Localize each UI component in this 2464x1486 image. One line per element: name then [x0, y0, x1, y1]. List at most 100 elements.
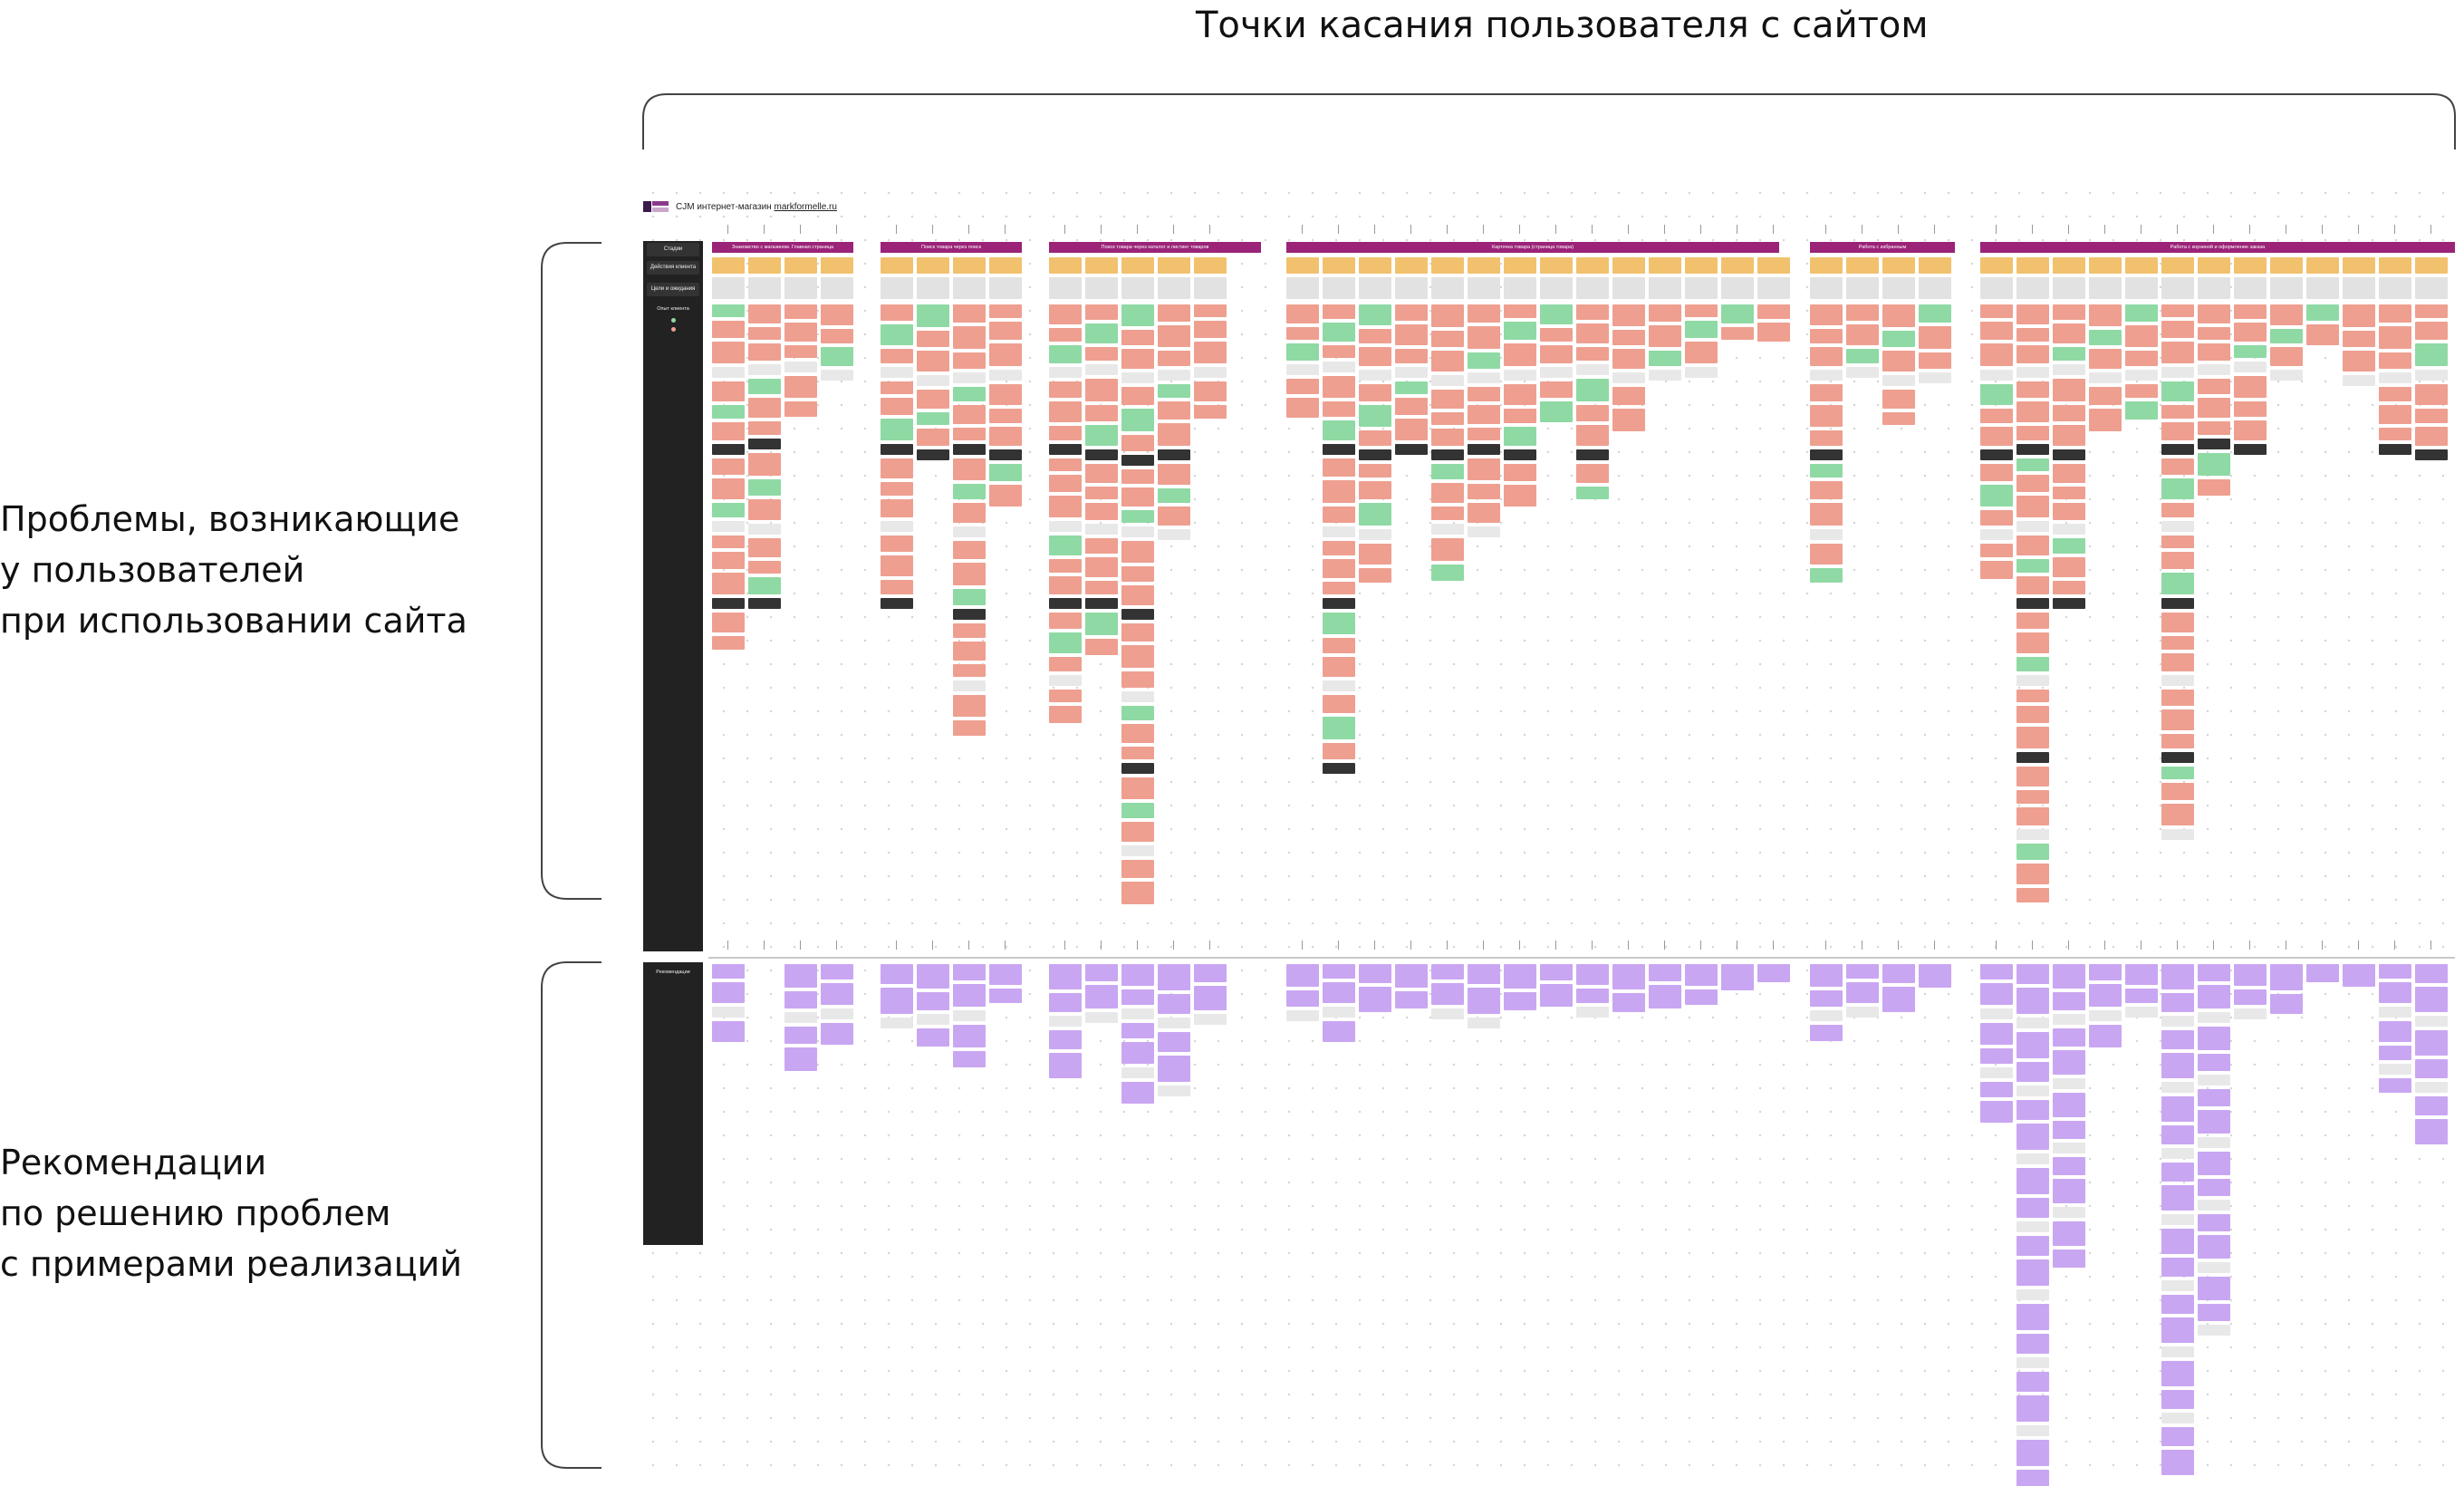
negative-sticky[interactable]: [1121, 585, 1154, 605]
negative-sticky[interactable]: [1158, 423, 1190, 446]
positive-sticky[interactable]: [1810, 464, 1843, 478]
recommendation-sticky[interactable]: [2016, 1032, 2049, 1058]
action-sticky[interactable]: [1576, 257, 1609, 274]
goal-sticky[interactable]: [1612, 277, 1645, 299]
cjm-board[interactable]: CJM интернет-магазин markformelle.ru Ста…: [641, 181, 2457, 1486]
negative-sticky[interactable]: [1194, 342, 1227, 363]
screenshot-thumb[interactable]: [1121, 372, 1154, 383]
action-sticky[interactable]: [1612, 257, 1645, 274]
screenshot-thumb[interactable]: [2379, 1064, 2411, 1075]
positive-sticky[interactable]: [1540, 401, 1573, 422]
recommendation-sticky[interactable]: [2198, 1214, 2230, 1231]
negative-sticky[interactable]: [2198, 304, 2230, 323]
negative-sticky[interactable]: [1504, 409, 1536, 423]
negative-sticky[interactable]: [1649, 304, 1681, 322]
screenshot-thumb[interactable]: [1359, 449, 1391, 460]
recommendation-sticky[interactable]: [2016, 1100, 2049, 1120]
negative-sticky[interactable]: [1431, 351, 1464, 372]
negative-sticky[interactable]: [1504, 384, 1536, 405]
recommendation-sticky[interactable]: [2016, 1304, 2049, 1330]
goal-sticky[interactable]: [1919, 277, 1951, 299]
screenshot-thumb[interactable]: [2016, 1425, 2049, 1436]
negative-sticky[interactable]: [1882, 304, 1915, 327]
negative-sticky[interactable]: [881, 536, 913, 552]
recommendation-sticky[interactable]: [1431, 983, 1464, 1005]
recommendation-sticky[interactable]: [712, 982, 745, 1003]
goal-sticky[interactable]: [2089, 277, 2122, 299]
recommendation-sticky[interactable]: [2343, 964, 2375, 987]
recommendation-sticky[interactable]: [1395, 991, 1428, 1008]
negative-sticky[interactable]: [2016, 807, 2049, 825]
recommendation-sticky[interactable]: [1121, 1082, 1154, 1104]
negative-sticky[interactable]: [881, 499, 913, 517]
negative-sticky[interactable]: [748, 398, 781, 418]
positive-sticky[interactable]: [1504, 427, 1536, 446]
negative-sticky[interactable]: [1049, 328, 1082, 342]
negative-sticky[interactable]: [1980, 343, 2013, 366]
negative-sticky[interactable]: [1121, 671, 1154, 688]
screenshot-thumb[interactable]: [712, 444, 745, 455]
positive-sticky[interactable]: [1359, 405, 1391, 427]
negative-sticky[interactable]: [1323, 657, 1355, 677]
recommendation-sticky[interactable]: [1121, 989, 1154, 1005]
goal-sticky[interactable]: [1721, 277, 1754, 299]
negative-sticky[interactable]: [1121, 822, 1154, 842]
positive-sticky[interactable]: [1049, 345, 1082, 363]
negative-sticky[interactable]: [1286, 379, 1319, 394]
negative-sticky[interactable]: [2198, 421, 2230, 435]
screenshot-thumb[interactable]: [2198, 1200, 2230, 1211]
screenshot-thumb[interactable]: [2125, 370, 2158, 381]
negative-sticky[interactable]: [917, 390, 949, 409]
recommendation-sticky[interactable]: [2161, 1390, 2194, 1409]
action-sticky[interactable]: [1649, 257, 1681, 274]
goal-sticky[interactable]: [748, 277, 781, 299]
recommendation-sticky[interactable]: [2198, 1027, 2230, 1050]
goal-sticky[interactable]: [1540, 277, 1573, 299]
negative-sticky[interactable]: [2016, 426, 2049, 440]
recommendation-sticky[interactable]: [1612, 964, 1645, 989]
negative-sticky[interactable]: [1359, 347, 1391, 366]
negative-sticky[interactable]: [2016, 727, 2049, 748]
positive-sticky[interactable]: [1882, 331, 1915, 347]
negative-sticky[interactable]: [748, 421, 781, 435]
recommendation-sticky[interactable]: [2016, 1198, 2049, 1218]
action-sticky[interactable]: [1504, 257, 1536, 274]
positive-sticky[interactable]: [712, 503, 745, 517]
recommendation-sticky[interactable]: [1158, 1056, 1190, 1082]
positive-sticky[interactable]: [712, 405, 745, 419]
screenshot-thumb[interactable]: [1323, 763, 1355, 774]
recommendation-sticky[interactable]: [917, 1028, 949, 1047]
recommendation-sticky[interactable]: [2125, 989, 2158, 1003]
positive-sticky[interactable]: [953, 387, 986, 401]
screenshot-thumb[interactable]: [2016, 1153, 2049, 1164]
screenshot-thumb[interactable]: [1121, 455, 1154, 466]
recommendation-sticky[interactable]: [2415, 1059, 2448, 1078]
action-sticky[interactable]: [881, 257, 913, 274]
positive-sticky[interactable]: [1085, 613, 1118, 635]
negative-sticky[interactable]: [1810, 405, 1843, 427]
action-sticky[interactable]: [1540, 257, 1573, 274]
screenshot-thumb[interactable]: [2198, 1075, 2230, 1086]
positive-sticky[interactable]: [1395, 381, 1428, 394]
screenshot-thumb[interactable]: [1121, 763, 1154, 774]
negative-sticky[interactable]: [2089, 409, 2122, 431]
screenshot-thumb[interactable]: [1980, 529, 2013, 540]
goal-sticky[interactable]: [1085, 277, 1118, 299]
screenshot-thumb[interactable]: [1810, 449, 1843, 460]
recommendation-sticky[interactable]: [1540, 964, 1573, 980]
negative-sticky[interactable]: [1158, 304, 1190, 322]
stage-header[interactable]: Карточка товара (страница товара): [1286, 242, 1779, 253]
recommendation-sticky[interactable]: [2089, 964, 2122, 980]
negative-sticky[interactable]: [953, 352, 986, 369]
positive-sticky[interactable]: [2161, 573, 2194, 594]
negative-sticky[interactable]: [1395, 349, 1428, 363]
screenshot-thumb[interactable]: [2234, 362, 2267, 372]
negative-sticky[interactable]: [1468, 326, 1500, 349]
negative-sticky[interactable]: [2379, 428, 2411, 440]
recommendation-sticky[interactable]: [1980, 964, 2013, 979]
negative-sticky[interactable]: [1504, 485, 1536, 507]
action-sticky[interactable]: [821, 257, 853, 274]
positive-sticky[interactable]: [1049, 632, 1082, 653]
negative-sticky[interactable]: [881, 482, 913, 496]
negative-sticky[interactable]: [1468, 484, 1500, 499]
